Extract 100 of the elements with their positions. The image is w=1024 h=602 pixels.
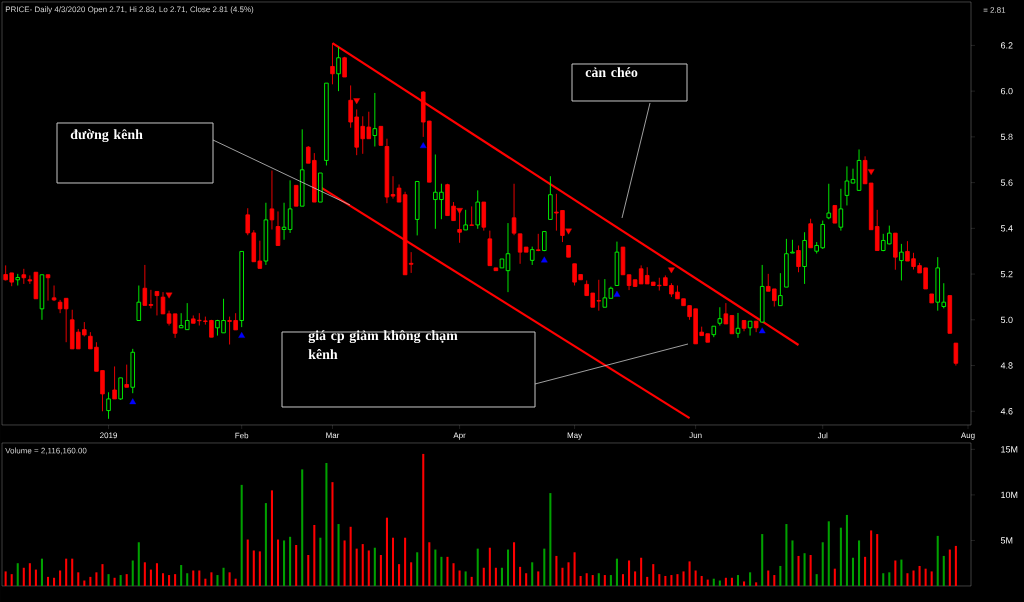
bar [113, 577, 116, 586]
bar [325, 463, 328, 586]
candlestick [463, 209, 468, 231]
bar [289, 536, 292, 586]
bar [706, 579, 709, 586]
candlestick [529, 246, 535, 266]
bar [361, 544, 364, 586]
bar [16, 563, 19, 586]
bar [422, 453, 425, 586]
candlestick [850, 168, 856, 184]
bar [101, 564, 104, 586]
bar [131, 560, 134, 586]
bar [476, 548, 479, 586]
bar [658, 574, 661, 586]
bar [688, 561, 691, 586]
bar [573, 552, 576, 586]
bar [773, 575, 776, 586]
bar [307, 555, 310, 586]
bar [785, 524, 788, 586]
bar [670, 575, 673, 586]
y-tick-label: 4.8 [1000, 362, 1013, 369]
bar [343, 540, 346, 586]
bar [216, 575, 219, 586]
bar [240, 484, 243, 586]
candlestick [505, 222, 511, 293]
bar [161, 573, 165, 586]
bar [470, 576, 473, 586]
bar [664, 575, 667, 586]
bar [404, 537, 407, 586]
bar [821, 542, 824, 586]
bar [525, 573, 528, 586]
bar [28, 563, 31, 586]
bar [755, 582, 758, 586]
bar [46, 576, 50, 586]
bar [446, 556, 449, 586]
bar [367, 550, 370, 586]
bar [246, 539, 249, 586]
bar [143, 562, 146, 586]
point [456, 208, 463, 214]
bar [537, 571, 540, 586]
bar [918, 565, 921, 586]
y-tick-label: 5.8 [1000, 133, 1013, 141]
candlestick [536, 233, 541, 252]
bar [809, 555, 812, 586]
bar [283, 540, 286, 586]
bar [506, 549, 510, 586]
bar [349, 526, 352, 586]
bar [640, 557, 643, 586]
bar [337, 524, 340, 586]
candlestick [844, 165, 850, 206]
bar [319, 537, 322, 586]
bar [22, 567, 25, 586]
bar [452, 563, 455, 586]
bar [646, 576, 649, 586]
bar [864, 556, 867, 586]
bar [749, 572, 752, 586]
bar [882, 573, 885, 586]
bar [71, 558, 74, 586]
bar [845, 514, 848, 586]
point [419, 142, 427, 149]
bar [398, 564, 401, 586]
bar [833, 568, 836, 586]
candlestick [796, 245, 801, 273]
bar [258, 551, 261, 586]
bar [331, 482, 334, 586]
candlestick [717, 306, 723, 326]
annotation: giá cp giảm không chạm kênh [308, 330, 458, 360]
bar [948, 549, 951, 586]
bar [767, 570, 770, 586]
y-tick-label: 5M [1000, 537, 1013, 544]
candlestick [372, 92, 378, 147]
candlestick [136, 285, 142, 321]
bar [428, 542, 431, 586]
bar [355, 548, 358, 586]
bar [440, 556, 443, 586]
point [565, 228, 572, 235]
bar [942, 555, 945, 586]
bar [34, 569, 37, 586]
bar [549, 493, 552, 586]
bar [603, 575, 606, 586]
bar [555, 555, 558, 586]
bar [597, 573, 600, 586]
bar [912, 570, 915, 586]
bar [531, 562, 534, 586]
bar [730, 577, 733, 586]
y-tick-label: 5.6 [1000, 179, 1013, 186]
point [165, 292, 173, 299]
bar [712, 578, 715, 586]
bar [40, 558, 43, 586]
bar [10, 574, 13, 586]
candlestick [106, 391, 111, 420]
bar [761, 534, 764, 586]
bar [900, 559, 903, 586]
bar [410, 562, 413, 586]
y-tick-label: 10M [1001, 491, 1018, 499]
point [668, 267, 675, 274]
bar [155, 563, 158, 586]
bar [718, 580, 721, 586]
bar [888, 572, 891, 586]
annotation: đường kênh [70, 129, 143, 143]
